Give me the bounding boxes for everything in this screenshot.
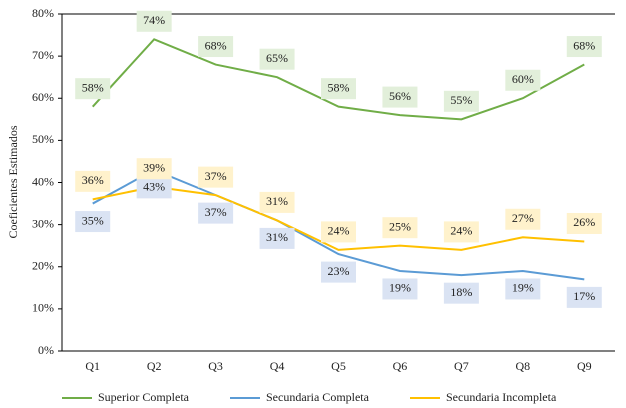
- data-label: 68%: [573, 38, 595, 52]
- data-label: 17%: [573, 289, 595, 303]
- y-tick-label: 50%: [32, 132, 54, 146]
- x-tick-label: Q8: [515, 359, 530, 373]
- data-label-box: [505, 69, 541, 91]
- data-label-box: [136, 158, 172, 180]
- data-label-box: [443, 221, 479, 243]
- data-label: 26%: [573, 215, 595, 229]
- x-tick-label: Q5: [331, 359, 346, 373]
- data-label: 68%: [205, 38, 227, 52]
- data-label: 37%: [205, 169, 227, 183]
- legend-label: Secundaria Incompleta: [446, 390, 557, 404]
- x-tick-label: Q3: [208, 359, 223, 373]
- y-tick-label: 10%: [32, 301, 54, 315]
- y-tick-label: 70%: [32, 48, 54, 62]
- data-label-box: [198, 166, 234, 188]
- x-tick-label: Q7: [454, 359, 469, 373]
- x-tick-label: Q9: [577, 359, 592, 373]
- data-label: 27%: [512, 211, 534, 225]
- data-label: 74%: [143, 13, 165, 27]
- data-label: 19%: [512, 281, 534, 295]
- data-label: 60%: [512, 72, 534, 86]
- y-tick-label: 40%: [32, 174, 54, 188]
- data-label: 65%: [266, 51, 288, 65]
- data-label-box: [75, 211, 111, 233]
- data-label-box: [321, 261, 356, 283]
- y-tick-label: 20%: [32, 259, 54, 273]
- data-label-box: [259, 227, 295, 249]
- data-label-box: [505, 278, 541, 300]
- y-tick-label: 0%: [38, 343, 54, 357]
- data-label-box: [566, 212, 602, 234]
- data-label-box: [505, 208, 541, 230]
- y-tick-label: 80%: [32, 6, 54, 20]
- data-label: 31%: [266, 194, 288, 208]
- data-label: 19%: [389, 281, 411, 295]
- data-label-box: [566, 36, 602, 58]
- data-label-box: [321, 221, 356, 243]
- data-label: 23%: [328, 264, 350, 278]
- x-tick-label: Q2: [147, 359, 162, 373]
- data-label: 56%: [389, 89, 411, 103]
- data-label: 36%: [82, 173, 104, 187]
- y-tick-label: 60%: [32, 90, 54, 104]
- x-tick-label: Q4: [270, 359, 285, 373]
- data-label: 58%: [328, 80, 350, 94]
- data-label-box: [382, 217, 418, 239]
- series-line: [92, 185, 585, 251]
- y-axis-title: Coeficientes Estimados: [6, 125, 20, 238]
- data-label: 55%: [450, 93, 472, 107]
- data-label: 58%: [82, 80, 104, 94]
- data-label: 37%: [205, 205, 227, 219]
- x-tick-label: Q1: [85, 359, 100, 373]
- data-label: 31%: [266, 230, 288, 244]
- data-label-box: [259, 48, 295, 70]
- legend-label: Secundaria Completa: [266, 390, 370, 404]
- data-label-box: [198, 36, 234, 58]
- data-label: 24%: [450, 224, 472, 238]
- data-label-box: [136, 10, 172, 32]
- data-label: 24%: [328, 224, 350, 238]
- series-line: [92, 168, 585, 281]
- data-label-box: [382, 86, 418, 108]
- data-label-box: [443, 282, 479, 304]
- data-label-box: [321, 78, 356, 100]
- data-label: 18%: [450, 285, 472, 299]
- data-label: 35%: [82, 213, 104, 227]
- data-label-box: [566, 286, 602, 308]
- data-label-box: [382, 278, 418, 300]
- data-label-box: [198, 202, 234, 224]
- data-label: 43%: [143, 180, 165, 194]
- data-label-box: [259, 191, 295, 213]
- data-label: 25%: [389, 219, 411, 233]
- data-label-box: [75, 78, 111, 100]
- x-tick-label: Q6: [393, 359, 408, 373]
- data-label-box: [75, 170, 111, 192]
- data-label: 39%: [143, 160, 165, 174]
- legend-label: Superior Completa: [98, 390, 190, 404]
- series-line: [91, 38, 585, 121]
- y-tick-label: 30%: [32, 216, 54, 230]
- data-label-box: [443, 90, 479, 112]
